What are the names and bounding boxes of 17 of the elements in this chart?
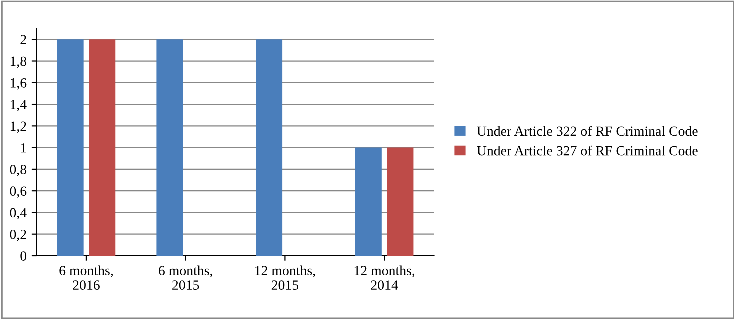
legend-label: Under Article 327 of RF Criminal Code	[477, 146, 698, 156]
y-tick-label: 0,4	[10, 208, 27, 220]
y-tick-label: 0,6	[10, 186, 27, 198]
y-tick-label: 1,6	[10, 78, 27, 90]
legend-label: Under Article 322 of RF Criminal Code	[477, 126, 698, 136]
y-tick-label: 0,2	[10, 230, 26, 242]
y-tick-label: 1	[21, 143, 26, 153]
y-tick-label: 0	[20, 252, 27, 261]
y-tick-label: 1,8	[10, 56, 27, 68]
x-tick-label: 12 months, 2015	[256, 266, 316, 290]
x-tick-label: 6 months, 2016	[60, 266, 113, 290]
x-tick-label: 6 months, 2015	[159, 266, 212, 290]
y-tick-label: 2	[20, 35, 26, 44]
x-tick-label: 12 months, 2014	[354, 266, 415, 290]
y-tick-label: 0,8	[10, 165, 27, 176]
y-tick-label: 1,2	[10, 122, 26, 134]
y-tick-label: 1,4	[10, 100, 27, 112]
